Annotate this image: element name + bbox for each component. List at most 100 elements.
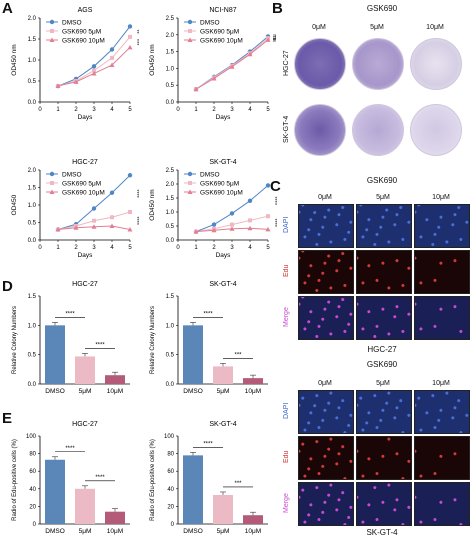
y-tick-label: 1.5 bbox=[166, 294, 175, 300]
data-point bbox=[91, 206, 97, 211]
data-point bbox=[92, 68, 96, 73]
line-chart-0: AGS 0.0 0.5 1.0 1.5 2.0 0 1 2 3 4 5 Days OD450 nm DMSO… bbox=[11, 7, 139, 121]
data-point bbox=[127, 173, 133, 178]
y-tick-label: 0.5 bbox=[166, 353, 175, 359]
chart-title: SK-GT-4 bbox=[209, 421, 236, 428]
data-point bbox=[247, 198, 253, 203]
legend-marker bbox=[50, 29, 54, 33]
data-point bbox=[109, 190, 115, 195]
x-tick-label: 5 bbox=[128, 245, 132, 251]
y-tick-label: 1.0 bbox=[166, 66, 175, 72]
legend-label: GSK690 5μM bbox=[200, 181, 239, 188]
y-tick-label: 1.0 bbox=[28, 203, 37, 209]
micrograph-2-edu-2 bbox=[414, 436, 470, 480]
micrograph-1-edu-1 bbox=[356, 250, 412, 294]
data-point bbox=[110, 215, 114, 220]
bar-chart-1: SK-GT-4 0.0 0.5 1.0 1.5 Relative Colony Numbe… bbox=[150, 281, 268, 395]
category-label: 10μM bbox=[245, 388, 261, 395]
data-point bbox=[92, 218, 96, 223]
significance-label: *** bbox=[234, 481, 242, 487]
y-tick-label: 1.5 bbox=[28, 37, 37, 43]
panel-c-title-2: GSK690 bbox=[366, 360, 398, 369]
y-tick-label: 0.0 bbox=[166, 100, 175, 106]
y-tick-label: 0.0 bbox=[166, 382, 175, 388]
category-label: DMSO bbox=[183, 528, 203, 535]
legend-label: GSK690 10μM bbox=[62, 190, 105, 197]
category-label: 5μM bbox=[79, 528, 92, 535]
data-point bbox=[73, 225, 79, 230]
micrograph-1-merge-2 bbox=[414, 296, 470, 340]
significance-label: **** bbox=[271, 218, 277, 227]
micrograph-1-edu-0 bbox=[298, 250, 354, 294]
bar-chart-3: SK-GT-4 0 20 40 60 80 100 Radio of Edu-positive… bbox=[150, 421, 268, 535]
panel-b-row-skgt4: SK-GT-4 bbox=[283, 115, 290, 143]
legend-marker bbox=[188, 29, 192, 33]
panel-label-d: D bbox=[2, 278, 13, 295]
panel-b-row-hgc27: HGC-27 bbox=[283, 50, 290, 76]
y-tick-label: 0.0 bbox=[28, 100, 37, 106]
significance-label: **** bbox=[133, 216, 139, 225]
micrograph-2-edu-1 bbox=[356, 436, 412, 480]
y-tick-label: 60 bbox=[167, 469, 174, 475]
line-chart-3: SK-GT-4 0.0 0.5 1.0 1.5 2.0 2.5 0 1 2 3 4 5 Days OD450… bbox=[149, 159, 277, 259]
x-tick-label: 2 bbox=[212, 107, 216, 113]
panel-label-b: B bbox=[272, 0, 283, 17]
panel-c-title-1: GSK690 bbox=[366, 176, 398, 185]
legend-marker bbox=[188, 181, 192, 185]
chart-title: HGC-27 bbox=[72, 159, 98, 166]
micrograph-1-dapi-0 bbox=[298, 204, 354, 248]
y-axis-label: Radio of Edu-positive cells (%) bbox=[150, 439, 156, 521]
panel-c-col-label: 0μM bbox=[318, 194, 332, 201]
panel-label-a: A bbox=[2, 0, 13, 17]
data-point bbox=[265, 226, 271, 232]
significance-label: **** bbox=[65, 311, 75, 317]
significance-label: **** bbox=[203, 311, 213, 317]
category-label: 5μM bbox=[217, 388, 230, 395]
chart-title: HGC-27 bbox=[72, 421, 98, 428]
legend-label: GSK690 5μM bbox=[62, 181, 101, 188]
legend-marker bbox=[187, 189, 193, 194]
bar bbox=[45, 459, 65, 524]
significance-label: **** bbox=[95, 475, 105, 481]
y-tick-label: 40 bbox=[167, 487, 174, 493]
legend-label: GSK690 5μM bbox=[62, 29, 101, 36]
data-point bbox=[211, 227, 217, 233]
data-point bbox=[247, 51, 253, 57]
data-point bbox=[127, 227, 133, 232]
x-tick-label: 4 bbox=[110, 107, 114, 113]
legend-marker bbox=[49, 19, 55, 25]
y-tick-label: 2.0 bbox=[28, 168, 37, 174]
significance-label: ** bbox=[133, 30, 139, 35]
category-label: 10μM bbox=[107, 528, 123, 535]
panel-c-row-label: DAPI bbox=[283, 402, 290, 420]
y-tick-label: 100 bbox=[164, 434, 175, 440]
significance-label: *** bbox=[133, 39, 139, 46]
line-chart-2: HGC-27 0.0 0.5 1.0 1.5 2.0 0 1 2 3 4 5 Days OD450 DMSO… bbox=[11, 159, 139, 259]
y-tick-label: 0.0 bbox=[28, 238, 37, 244]
category-label: 5μM bbox=[79, 388, 92, 395]
micrograph-2-dapi-1 bbox=[356, 390, 412, 434]
y-tick-label: 0.5 bbox=[166, 83, 175, 89]
legend-marker bbox=[49, 37, 55, 42]
bar bbox=[243, 515, 263, 524]
y-axis-label: OD450 nm bbox=[11, 44, 18, 75]
bar bbox=[105, 375, 125, 384]
category-label: DMSO bbox=[45, 388, 65, 395]
legend-marker bbox=[50, 181, 54, 185]
colony-dish-skgt4-0 bbox=[294, 104, 346, 156]
legend-label: DMSO bbox=[200, 20, 220, 27]
significance-label: ns bbox=[271, 36, 277, 42]
bar bbox=[45, 325, 65, 384]
y-tick-label: 1.5 bbox=[166, 50, 175, 56]
y-tick-label: 80 bbox=[167, 452, 174, 458]
y-axis-label: OD450 bbox=[11, 194, 18, 215]
y-tick-label: 1.5 bbox=[166, 196, 175, 202]
y-tick-label: 2.0 bbox=[166, 182, 175, 188]
data-point bbox=[229, 226, 235, 231]
panel-label-c: C bbox=[270, 178, 281, 195]
x-tick-label: 3 bbox=[92, 245, 96, 251]
data-point bbox=[128, 34, 132, 39]
y-tick-label: 40 bbox=[29, 487, 36, 493]
data-point bbox=[265, 183, 271, 188]
line-chart-1: NCI-N87 0.0 0.5 1.0 1.5 2.0 2.5 0 1 2 3 4 5 Days OD450… bbox=[149, 7, 277, 121]
